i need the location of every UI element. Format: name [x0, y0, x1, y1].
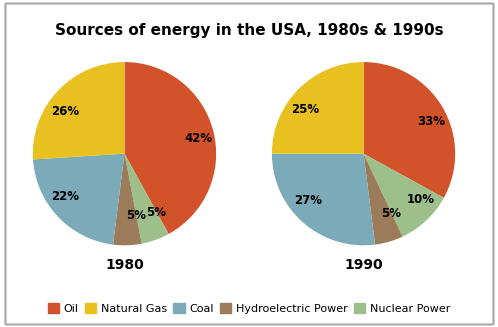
Wedge shape — [272, 154, 375, 245]
Text: 5%: 5% — [381, 207, 401, 220]
Wedge shape — [124, 62, 216, 234]
Text: 5%: 5% — [126, 210, 146, 222]
Text: 42%: 42% — [185, 132, 213, 145]
Wedge shape — [364, 154, 444, 237]
Text: Sources of energy in the USA, 1980s & 1990s: Sources of energy in the USA, 1980s & 19… — [55, 23, 443, 38]
Wedge shape — [124, 154, 169, 244]
Text: 33%: 33% — [417, 115, 445, 129]
Wedge shape — [364, 154, 402, 245]
Wedge shape — [33, 62, 124, 160]
Wedge shape — [113, 154, 141, 245]
Text: 27%: 27% — [294, 194, 322, 207]
Legend: Oil, Natural Gas, Coal, Hydroelectric Power, Nuclear Power: Oil, Natural Gas, Coal, Hydroelectric Po… — [43, 299, 455, 318]
Text: 1980: 1980 — [105, 258, 144, 272]
Text: 1990: 1990 — [344, 258, 383, 272]
Text: 26%: 26% — [51, 105, 79, 117]
Text: 22%: 22% — [51, 190, 79, 203]
Wedge shape — [33, 154, 124, 245]
Wedge shape — [364, 62, 455, 198]
Text: 5%: 5% — [145, 206, 166, 219]
Text: 10%: 10% — [406, 193, 434, 206]
Wedge shape — [272, 62, 364, 154]
Text: 25%: 25% — [291, 103, 320, 116]
